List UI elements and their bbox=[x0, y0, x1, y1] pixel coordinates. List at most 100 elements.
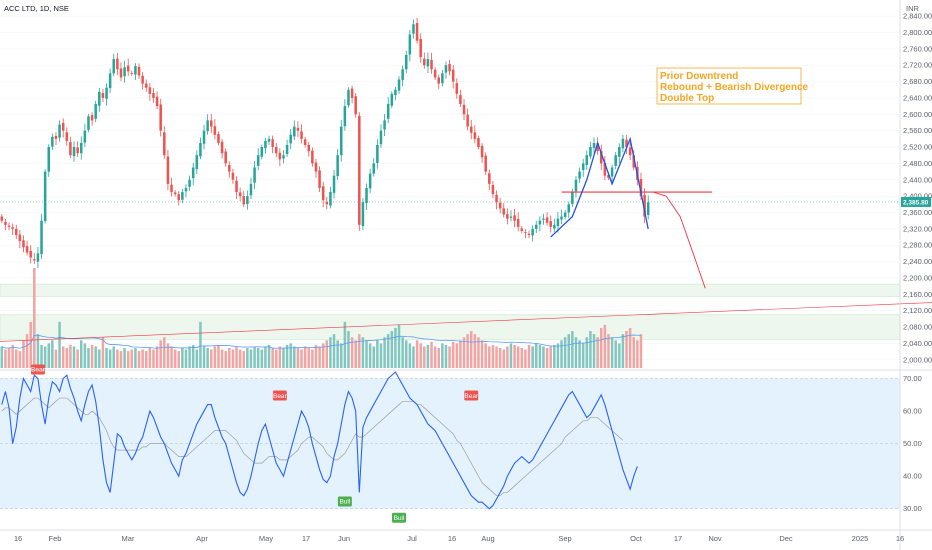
volume-bar bbox=[578, 340, 581, 368]
candle-body bbox=[307, 144, 311, 152]
candle-body bbox=[339, 126, 343, 156]
volume-bar bbox=[408, 343, 412, 368]
volume-bar bbox=[33, 268, 36, 368]
time-tick-label: 16 bbox=[896, 534, 904, 543]
candle-body bbox=[105, 87, 108, 99]
price-tick-label: 2,440.00 bbox=[903, 175, 932, 184]
candle-body bbox=[184, 187, 188, 192]
candle-body bbox=[347, 89, 350, 106]
candle-body bbox=[361, 202, 365, 227]
volume-bar bbox=[632, 337, 636, 368]
volume-bar bbox=[376, 340, 379, 368]
volume-bar bbox=[137, 351, 141, 368]
candle-body bbox=[163, 132, 166, 156]
volume-bar bbox=[444, 344, 448, 368]
price-grid bbox=[0, 15, 900, 361]
volume-bar bbox=[488, 346, 491, 368]
volume-bar bbox=[484, 343, 487, 368]
candle-body bbox=[423, 58, 426, 66]
volume-bar bbox=[199, 321, 202, 368]
price-tick-label: 2,080.00 bbox=[903, 323, 932, 332]
annotation-box[interactable]: Prior Downtrend Rebound + Bearish Diverg… bbox=[656, 67, 809, 105]
last-price-value: 2,385.80 bbox=[903, 199, 929, 206]
candle-body bbox=[213, 126, 217, 135]
candle-body bbox=[11, 227, 14, 229]
candle-body bbox=[177, 194, 181, 201]
candle-body bbox=[394, 89, 397, 96]
price-tick-label: 2,160.00 bbox=[903, 290, 932, 299]
candle-body bbox=[199, 142, 202, 157]
candle-body bbox=[524, 232, 527, 233]
candle-body bbox=[25, 246, 29, 253]
volume-bar bbox=[152, 349, 155, 368]
candle-body bbox=[296, 127, 300, 131]
candle-body bbox=[209, 120, 213, 127]
candle-body bbox=[202, 130, 206, 144]
candle-body bbox=[188, 179, 191, 187]
volume-bar bbox=[112, 346, 116, 368]
volume-bar bbox=[506, 346, 509, 368]
volume-bar bbox=[209, 349, 213, 368]
candle-body bbox=[231, 172, 235, 180]
price-tick-label: 2,360.00 bbox=[903, 208, 932, 217]
volume-bar bbox=[260, 349, 264, 368]
volume-bar bbox=[264, 346, 267, 368]
volume-bar bbox=[163, 337, 166, 368]
rsi-tick-label: 70.00 bbox=[903, 374, 922, 383]
double-top-zigzag bbox=[550, 136, 649, 238]
candle-body bbox=[368, 173, 372, 189]
candle-body bbox=[556, 218, 560, 227]
volume-bar bbox=[527, 344, 531, 368]
volume-bar bbox=[571, 331, 574, 368]
candle-body bbox=[397, 79, 401, 91]
volume-bar bbox=[282, 348, 285, 368]
volume-bar bbox=[437, 348, 441, 368]
volume-bar bbox=[238, 349, 242, 368]
signal-badge bbox=[464, 390, 479, 401]
price-tick-label: 2,000.00 bbox=[903, 355, 932, 364]
projected-path bbox=[653, 191, 706, 289]
candle-body bbox=[628, 147, 632, 156]
price-candles bbox=[0, 17, 650, 269]
volume-bar bbox=[567, 334, 571, 368]
candle-body bbox=[134, 66, 137, 75]
volume-bar bbox=[365, 340, 368, 368]
candle-body bbox=[108, 73, 112, 89]
volume-bar bbox=[11, 344, 14, 368]
volume-bar bbox=[101, 337, 105, 368]
last-price-tag: 2,385.80 bbox=[901, 196, 931, 207]
price-tick-label: 2,320.00 bbox=[903, 224, 932, 233]
candle-body bbox=[61, 122, 65, 131]
last-price-badge bbox=[901, 196, 931, 207]
candle-body bbox=[585, 155, 589, 166]
volume-bar bbox=[43, 346, 47, 368]
volume-bar bbox=[285, 344, 289, 368]
candle-body bbox=[516, 219, 520, 227]
candle-body bbox=[336, 155, 339, 177]
candle-body bbox=[238, 192, 242, 197]
candle-body bbox=[195, 155, 199, 170]
candle-body bbox=[329, 192, 332, 206]
price-tick-label: 2,720.00 bbox=[903, 61, 932, 70]
price-tick-label: 2,400.00 bbox=[903, 192, 932, 201]
volume-bar bbox=[267, 344, 271, 368]
time-tick-label: Mar bbox=[122, 534, 135, 543]
volume-bar bbox=[332, 334, 336, 368]
candle-body bbox=[119, 68, 123, 78]
price-tick-label: 2,600.00 bbox=[903, 110, 932, 119]
volume-bar bbox=[217, 344, 220, 368]
candle-body bbox=[430, 59, 433, 70]
candle-body bbox=[170, 184, 173, 193]
candle-body bbox=[224, 151, 227, 164]
volume-bar bbox=[610, 337, 614, 368]
candle-body bbox=[43, 171, 47, 222]
volume-bar bbox=[509, 343, 513, 368]
candle-body bbox=[4, 221, 7, 225]
volume-bar bbox=[423, 346, 426, 368]
candle-body bbox=[285, 144, 289, 154]
candle-body bbox=[513, 215, 516, 221]
volume-bar bbox=[61, 346, 65, 368]
candle-body bbox=[354, 96, 357, 115]
candle-body bbox=[141, 75, 144, 84]
